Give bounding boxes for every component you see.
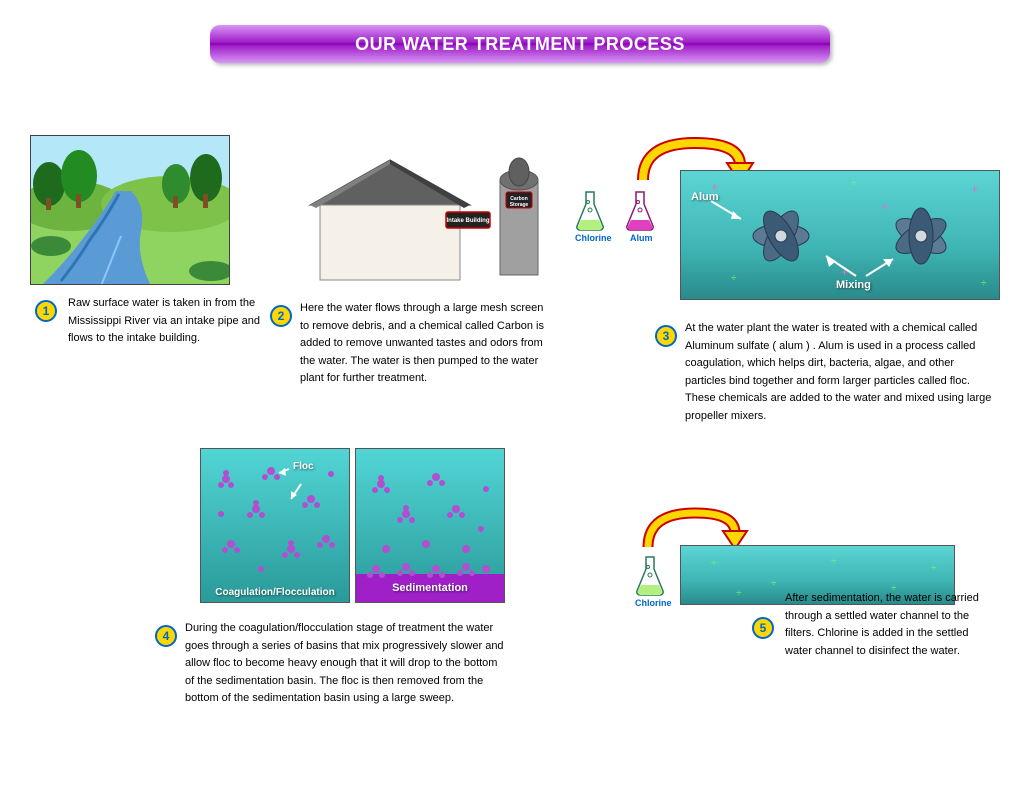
svg-text:÷: ÷	[931, 563, 937, 574]
svg-text:÷: ÷	[771, 578, 777, 589]
mixing-tank: +÷ ++ ÷÷ + Alum Mixing	[680, 170, 1000, 300]
title-text: OUR WATER TREATMENT PROCESS	[355, 34, 685, 55]
step-3-text: At the water plant the water is treated …	[685, 320, 995, 426]
svg-text:÷: ÷	[711, 558, 717, 569]
step-number-4: 4	[155, 625, 177, 647]
step-4-n: 4	[163, 629, 170, 643]
svg-text:Storage: Storage	[510, 202, 529, 208]
sedimentation-tank: Sedimentation	[355, 448, 505, 603]
intake-building-illustration: Carbon Storage Intake Building	[300, 150, 560, 285]
step-2-text: Here the water flows through a large mes…	[300, 300, 555, 388]
svg-text:Intake Building: Intake Building	[446, 218, 489, 224]
alum-flask	[625, 190, 655, 235]
chlorine-label-1: Chlorine	[575, 233, 612, 243]
step-number-2: 2	[270, 305, 292, 327]
alum-tank-label: Alum	[691, 191, 719, 203]
coag-tank: Floc Coagulation/Flocculation	[200, 448, 350, 603]
svg-text:÷: ÷	[731, 273, 737, 284]
chlorine-flask-1	[575, 190, 605, 235]
svg-text:+: +	[971, 182, 978, 196]
step-number-5: 5	[752, 617, 774, 639]
step-2-n: 2	[278, 309, 285, 323]
svg-text:÷: ÷	[851, 178, 857, 189]
step-3-n: 3	[663, 329, 670, 343]
sedimentation-label: Sedimentation	[356, 582, 504, 594]
step-4-text: During the coagulation/flocculation stag…	[185, 620, 505, 708]
step-number-3: 3	[655, 325, 677, 347]
river-illustration	[30, 135, 230, 285]
coag-label: Coagulation/Flocculation	[201, 587, 349, 598]
mixing-label: Mixing	[836, 279, 871, 291]
floc-label: Floc	[293, 461, 314, 472]
step-number-1: 1	[35, 300, 57, 322]
svg-text:÷: ÷	[736, 588, 742, 599]
step-1-n: 1	[43, 304, 50, 318]
step-5-text: After sedimentation, the water is carrie…	[785, 590, 985, 660]
step-5-n: 5	[760, 621, 767, 635]
alum-label: Alum	[630, 233, 653, 243]
svg-text:+: +	[881, 200, 888, 214]
chlorine-label-2: Chlorine	[635, 598, 672, 608]
svg-text:÷: ÷	[981, 278, 987, 289]
title-banner: OUR WATER TREATMENT PROCESS	[210, 25, 830, 63]
chlorine-flask-2	[635, 555, 665, 600]
svg-text:÷: ÷	[831, 556, 837, 567]
step-1-text: Raw surface water is taken in from the M…	[68, 295, 263, 348]
